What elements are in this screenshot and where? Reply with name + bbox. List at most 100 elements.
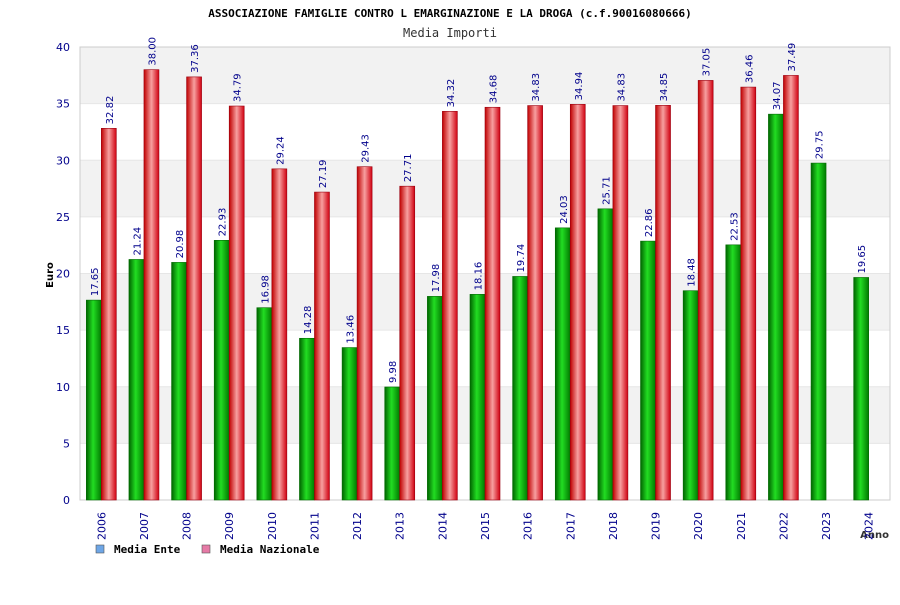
bar-media-nazionale-2018 <box>612 105 629 501</box>
y-axis-ticks: 0 5 10 15 20 25 30 35 40 <box>56 41 70 507</box>
data-label: 21.24 <box>132 227 143 256</box>
bar-media-ente-2018 <box>597 208 614 501</box>
bar-media-nazionale-2021 <box>740 86 757 501</box>
bar-media-nazionale-2007 <box>143 69 160 501</box>
data-label: 38.00 <box>147 37 158 66</box>
data-label: 37.05 <box>702 48 713 77</box>
data-label: 34.79 <box>233 73 244 102</box>
x-tick-label: 2008 <box>181 512 194 540</box>
legend-label: Media Ente <box>114 543 181 556</box>
data-label: 37.36 <box>190 44 201 73</box>
bars: 17.65 32.82 21.24 38.00 20.98 37.36 22.93 34.79… <box>86 37 869 501</box>
x-tick-label: 2013 <box>394 512 407 540</box>
x-tick-label: 2015 <box>479 512 492 540</box>
bar-media-nazionale-2019 <box>655 105 671 501</box>
bar-media-ente-2017 <box>554 227 571 501</box>
data-label: 36.46 <box>744 54 755 83</box>
bar-media-ente-2008 <box>171 262 187 501</box>
data-label: 34.07 <box>772 82 783 111</box>
y-tick-label: 40 <box>56 41 70 54</box>
x-tick-label: 2023 <box>820 512 833 540</box>
y-tick-label: 5 <box>63 437 70 450</box>
data-label: 22.93 <box>218 208 229 237</box>
data-label: 25.71 <box>601 176 612 205</box>
bar-media-nazionale-2017 <box>569 104 586 501</box>
data-label: 37.49 <box>787 43 798 72</box>
bar-media-ente-2014 <box>427 296 443 501</box>
bar-media-nazionale-2011 <box>314 191 330 501</box>
x-tick-label: 2020 <box>692 512 705 540</box>
x-tick-label: 2018 <box>607 512 620 540</box>
data-label: 18.48 <box>687 258 698 287</box>
bar-media-ente-2011 <box>299 337 315 501</box>
data-label: 22.86 <box>644 208 655 237</box>
y-tick-label: 35 <box>56 98 70 111</box>
bar-media-ente-2024 <box>853 277 869 501</box>
x-tick-label: 2009 <box>223 512 236 540</box>
bar-media-ente-2021 <box>725 244 742 501</box>
data-label: 19.74 <box>516 244 527 273</box>
bar-media-nazionale-2008 <box>186 76 202 501</box>
data-label: 22.53 <box>729 212 740 241</box>
x-tick-label: 2017 <box>564 512 577 540</box>
data-label: 27.71 <box>403 154 414 183</box>
x-tick-label: 2014 <box>436 512 449 540</box>
x-tick-label: 2022 <box>777 512 790 540</box>
data-label: 16.98 <box>260 275 271 304</box>
data-label: 29.43 <box>361 134 372 163</box>
data-label: 9.98 <box>388 361 399 383</box>
legend: Media Ente Media Nazionale <box>95 543 320 556</box>
data-label: 34.32 <box>446 79 457 108</box>
bar-media-ente-2010 <box>256 307 273 501</box>
legend-label: Media Nazionale <box>220 543 320 556</box>
bar-media-nazionale-2006 <box>101 128 117 501</box>
bar-media-ente-2023 <box>810 162 827 501</box>
bar-media-ente-2020 <box>682 290 699 501</box>
data-label: 14.28 <box>303 306 314 335</box>
x-tick-label: 2012 <box>351 512 364 540</box>
bar-media-nazionale-2016 <box>527 105 543 501</box>
x-tick-label: 2007 <box>138 512 151 540</box>
bar-media-ente-2009 <box>213 240 230 501</box>
bar-media-nazionale-2012 <box>356 166 373 501</box>
data-label: 27.19 <box>318 159 329 188</box>
x-tick-label: 2024 <box>863 512 876 540</box>
data-label: 34.83 <box>616 73 627 102</box>
y-tick-label: 20 <box>56 268 70 281</box>
data-label: 32.82 <box>105 96 116 125</box>
y-tick-label: 25 <box>56 211 70 224</box>
data-label: 34.94 <box>574 72 585 101</box>
y-axis-label: Euro <box>45 262 56 288</box>
y-tick-label: 0 <box>63 494 70 507</box>
bar-media-nazionale-2014 <box>442 111 458 501</box>
bar-media-nazionale-2009 <box>228 105 245 501</box>
data-label: 19.65 <box>857 245 868 274</box>
bar-media-nazionale-2010 <box>271 168 288 501</box>
bar-media-ente-2006 <box>86 299 102 501</box>
bar-media-ente-2012 <box>341 347 358 501</box>
bar-media-ente-2013 <box>384 386 401 501</box>
data-label: 34.68 <box>489 75 500 104</box>
x-axis-label: Anno <box>860 530 889 541</box>
data-label: 20.98 <box>175 230 186 259</box>
x-tick-label: 2006 <box>95 512 108 540</box>
data-label: 34.83 <box>531 73 542 102</box>
bar-media-nazionale-2013 <box>399 185 416 501</box>
x-tick-label: 2010 <box>266 512 279 540</box>
bar-media-nazionale-2015 <box>484 106 501 501</box>
x-tick-label: 2019 <box>650 512 663 540</box>
data-label: 24.03 <box>559 195 570 224</box>
bar-media-ente-2007 <box>128 259 145 501</box>
chart-subtitle: Media Importi <box>403 26 497 40</box>
y-tick-label: 15 <box>56 324 70 337</box>
data-label: 17.98 <box>431 264 442 293</box>
chart-title: ASSOCIAZIONE FAMIGLIE CONTRO L EMARGINAZ… <box>208 7 691 20</box>
legend-swatch <box>201 544 211 554</box>
data-label: 34.85 <box>659 73 670 102</box>
bar-media-ente-2019 <box>640 240 656 501</box>
y-tick-label: 30 <box>56 154 70 167</box>
data-label: 29.24 <box>275 136 286 165</box>
bar-media-nazionale-2020 <box>697 80 714 501</box>
